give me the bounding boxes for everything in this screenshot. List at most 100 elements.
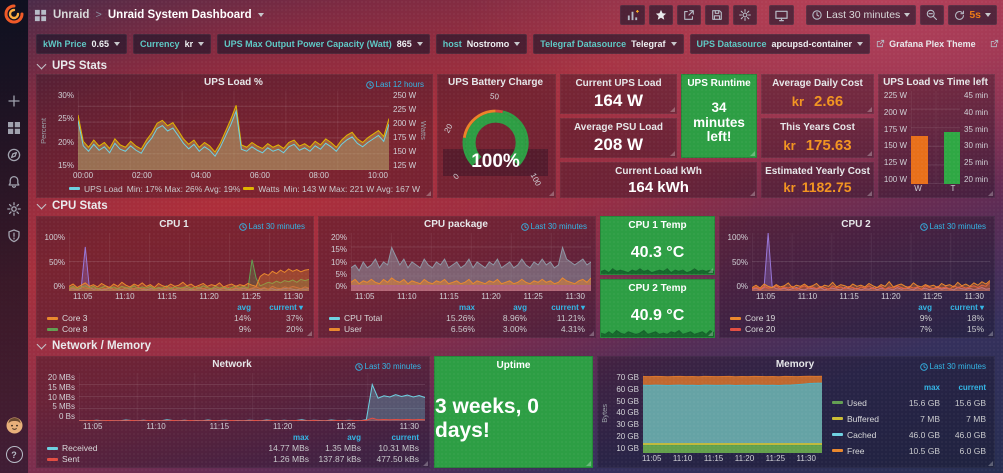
panel-resize-handle[interactable] [307,331,312,336]
var-telegraf-datasource[interactable]: Telegraf Datasource Telegraf [533,33,684,54]
legend-series-name[interactable]: Received [47,443,251,453]
configuration-icon[interactable] [7,202,21,216]
star-button[interactable] [649,5,674,25]
legend-series-name[interactable]: UPS Load [84,183,123,194]
refresh-button[interactable]: 5s [948,5,997,25]
var-host[interactable]: host Nostromo [435,33,528,54]
panel-title[interactable]: UPS Load % [204,77,263,88]
panel-resize-handle[interactable] [750,191,755,196]
panel-resize-handle[interactable] [549,191,554,196]
panel-resize-handle[interactable] [988,461,993,466]
legend-col-header[interactable]: current [958,382,986,392]
save-button[interactable] [705,5,730,25]
legend-col-header[interactable]: current ▾ [551,303,585,312]
panel-title[interactable]: Average PSU Load [573,122,664,133]
panel-title[interactable]: CPU 2 Temp [628,283,687,294]
var-currency[interactable]: Currency kr [133,33,212,54]
panel-title[interactable]: Estimated Yearly Cost [765,166,870,177]
breadcrumb-folder[interactable]: Unraid [53,9,90,21]
server-admin-icon[interactable] [7,229,21,243]
panel-resize-handle[interactable] [988,331,993,336]
link-grafana-plex-theme[interactable]: Grafana Plex Theme [876,39,976,49]
cpu2-plot[interactable] [752,233,990,291]
legend-col-header[interactable]: avg [237,303,251,312]
legend-col-header[interactable]: max [292,433,309,442]
ups-load-plot[interactable] [78,91,389,170]
network-plot[interactable] [79,373,425,421]
dashboards-icon[interactable] [7,121,21,135]
user-avatar[interactable] [6,417,23,434]
panel-resize-handle[interactable] [750,151,755,156]
row-header-network-memory[interactable]: Network / Memory [36,339,151,352]
legend-col-header[interactable]: current ▾ [269,303,303,312]
legend-col-header[interactable]: current [391,433,419,442]
panel-resize-handle[interactable] [670,107,675,112]
panel-resize-handle[interactable] [423,461,428,466]
panel-title[interactable]: UPS Runtime [687,78,751,89]
legend-series-name[interactable]: Core 8 [47,324,207,334]
memory-plot[interactable] [643,373,822,453]
legend-series-name[interactable]: CPU Total [329,313,417,323]
legend-series-name[interactable]: Used [832,398,894,408]
cpu-package-plot[interactable] [351,233,591,291]
panel-title[interactable]: Average Daily Cost [772,78,863,89]
row-header-ups-stats[interactable]: UPS Stats [36,59,107,72]
time-picker-button[interactable]: Last 30 minutes [806,5,917,25]
legend-col-header[interactable]: avg [347,433,361,442]
legend-series-name[interactable]: Core 19 [730,313,888,323]
page-title[interactable]: Unraid System Dashboard [107,9,252,21]
legend-col-header[interactable]: max [458,303,475,312]
panel-resize-handle[interactable] [867,107,872,112]
panel-title[interactable]: Uptime [496,360,531,371]
panel-title[interactable]: Network [212,359,252,370]
panel-title[interactable]: Current UPS Load [575,78,662,89]
legend-series-name[interactable]: User [329,324,417,334]
grafana-logo[interactable] [0,0,28,28]
panel-resize-handle[interactable] [867,191,872,196]
panel-resize-handle[interactable] [670,151,675,156]
legend-series-name[interactable]: Buffered [832,414,894,424]
legend-series-name[interactable]: Cached [832,430,894,440]
legend-series-name[interactable]: Core 3 [47,313,207,323]
legend-series-name[interactable]: Free [832,446,894,456]
panel-resize-handle[interactable] [708,268,713,273]
legend-col-header[interactable]: current ▾ [950,303,984,312]
dashboard-grid-icon[interactable] [34,9,47,22]
panel-title[interactable]: CPU package [424,219,488,230]
panel-resize-handle[interactable] [586,461,591,466]
panel-resize-handle[interactable] [988,191,993,196]
panel-title[interactable]: Current Load kWh [615,166,702,177]
legend-col-header[interactable]: avg [513,303,527,312]
dashboard-settings-button[interactable] [733,5,758,25]
var-ups-datasource[interactable]: UPS Datasource apcupsd-container [689,33,871,54]
zoom-out-button[interactable] [920,5,945,25]
panel-title[interactable]: CPU 1 [159,219,189,230]
bar-time-left[interactable] [943,131,960,184]
legend-col-header[interactable]: max [923,382,940,392]
panel-title[interactable]: This Years Cost [780,122,855,133]
bar-watts[interactable] [911,136,928,184]
link-ups-monitoring-guide[interactable]: Setting up Grafana and InfluxDB for UPS … [990,39,1003,49]
legend-series-name[interactable]: Watts [258,183,280,194]
legend-series-name[interactable]: Sent [47,454,251,464]
create-icon[interactable] [7,94,21,108]
var-kwh-price[interactable]: kWh Price 0.65 [36,33,128,54]
explore-icon[interactable] [7,148,21,162]
panel-title[interactable]: UPS Battery Charge [447,77,544,88]
panel-resize-handle[interactable] [708,331,713,336]
legend-col-header[interactable]: avg [918,303,932,312]
panel-resize-handle[interactable] [589,331,594,336]
panel-title[interactable]: CPU 2 [841,219,871,230]
panel-resize-handle[interactable] [867,151,872,156]
tv-mode-button[interactable] [769,5,795,25]
help-icon[interactable]: ? [5,446,23,463]
add-panel-button[interactable] [620,5,646,25]
share-button[interactable] [677,5,702,25]
panel-title[interactable]: Memory [775,359,815,370]
panel-title[interactable]: UPS Load vs Time left [883,77,988,88]
panel-title[interactable]: CPU 1 Temp [628,220,687,231]
panel-resize-handle[interactable] [426,191,431,196]
alerting-icon[interactable] [7,175,21,189]
var-ups-max-capacity[interactable]: UPS Max Output Power Capacity (Watt) 865 [217,33,430,54]
cpu1-plot[interactable] [69,233,309,291]
